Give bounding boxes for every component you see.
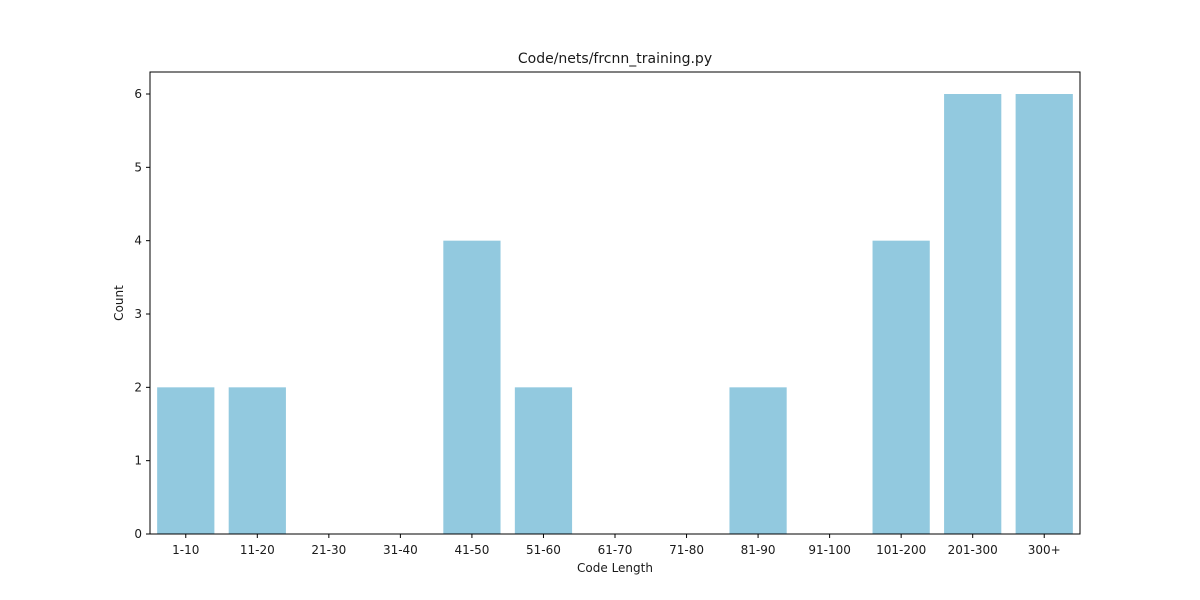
y-tick-label: 0 bbox=[134, 527, 142, 541]
x-tick-label: 41-50 bbox=[454, 543, 489, 557]
y-tick-label: 6 bbox=[134, 87, 142, 101]
y-axis-ticks: 0 1 2 3 4 5 6 bbox=[134, 87, 150, 541]
bar-11-20 bbox=[228, 387, 286, 534]
y-tick-label: 5 bbox=[134, 160, 142, 174]
x-tick-label: 1-10 bbox=[172, 543, 199, 557]
x-tick-label: 61-70 bbox=[598, 543, 633, 557]
bar-300+ bbox=[1015, 94, 1073, 534]
bar-1-10 bbox=[157, 387, 215, 534]
x-tick-label: 31-40 bbox=[383, 543, 418, 557]
chart-title: Code/nets/frcnn_training.py bbox=[518, 51, 712, 67]
x-axis-ticks: 1-10 11-20 21-30 31-40 41-50 51-60 61-70 71-80 8… bbox=[172, 534, 1061, 557]
plot-frame bbox=[149, 71, 1081, 535]
y-axis-label: Count bbox=[112, 285, 126, 321]
x-tick-label: 21-30 bbox=[311, 543, 346, 557]
x-tick-label: 11-20 bbox=[240, 543, 275, 557]
y-tick-label: 2 bbox=[134, 380, 142, 394]
bar-201-300 bbox=[944, 94, 1002, 534]
x-tick-label: 71-80 bbox=[669, 543, 704, 557]
y-tick-label: 3 bbox=[134, 307, 142, 321]
x-axis-label: Code Length bbox=[577, 561, 653, 575]
y-tick-label: 4 bbox=[134, 234, 142, 248]
x-tick-label: 101-200 bbox=[876, 543, 926, 557]
bar-101-200 bbox=[872, 240, 930, 534]
x-tick-label: 300+ bbox=[1028, 543, 1061, 557]
y-tick-label: 1 bbox=[134, 454, 142, 468]
x-tick-label: 51-60 bbox=[526, 543, 561, 557]
x-tick-label: 91-100 bbox=[808, 543, 851, 557]
x-tick-label: 81-90 bbox=[741, 543, 776, 557]
bar-51-60 bbox=[514, 387, 573, 534]
bars-group bbox=[157, 94, 1073, 534]
bar-81-90 bbox=[729, 387, 787, 534]
x-tick-label: 201-300 bbox=[948, 543, 998, 557]
bar-41-50 bbox=[443, 240, 501, 534]
